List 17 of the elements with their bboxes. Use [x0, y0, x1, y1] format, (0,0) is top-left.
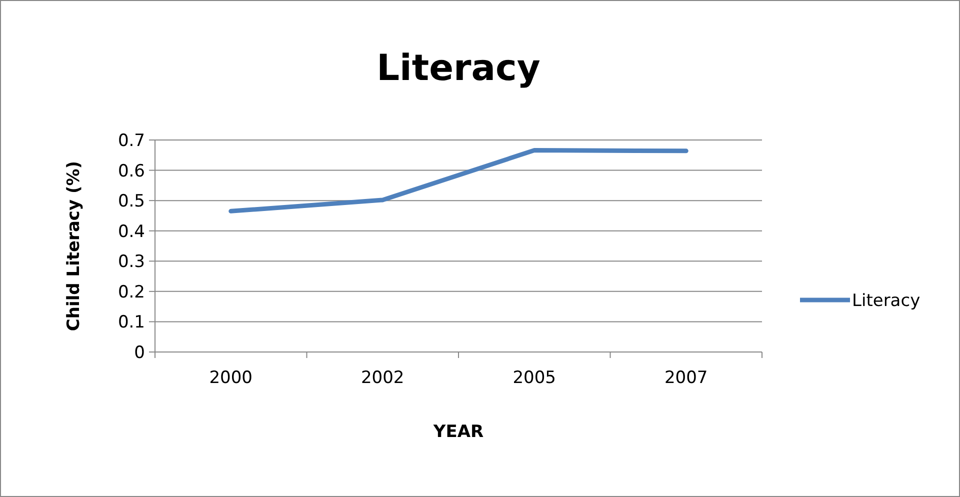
x-tick-label: 2000	[209, 368, 253, 388]
y-tick-label: 0.2	[118, 282, 145, 302]
y-tick-label: 0.6	[118, 161, 145, 182]
line-series	[228, 148, 688, 214]
y-axis-title: Child Literacy (%)	[64, 160, 84, 332]
y-tick-label: 0.3	[118, 252, 145, 272]
x-tick-label: 2002	[360, 368, 404, 388]
x-axis-title: YEAR	[432, 422, 484, 442]
x-tick-label: 2005	[512, 368, 556, 388]
y-tick-label: 0.4	[118, 222, 145, 242]
legend-label: Literacy	[852, 291, 920, 311]
y-tick-label: 0.1	[118, 312, 145, 333]
y-tick-label: 0.5	[118, 192, 145, 212]
y-tick-label: 0.7	[118, 131, 145, 151]
x-tick-label: 2007	[664, 368, 708, 388]
y-tick-label: 0	[134, 343, 145, 363]
chart-title: Literacy	[376, 48, 540, 89]
